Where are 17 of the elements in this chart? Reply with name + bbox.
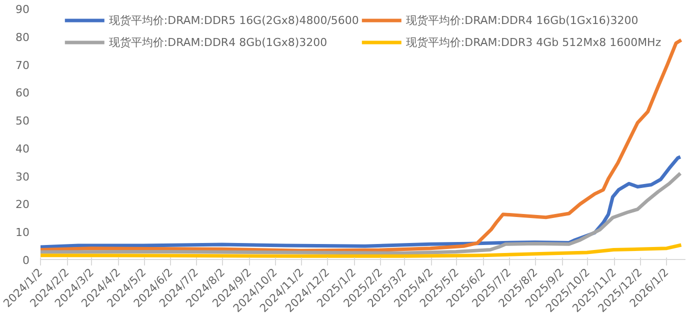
y-tick-label: 80 [16, 30, 30, 44]
legend-label: 现货平均价:DRAM:DDR4 16Gb(1Gx16)3200 [406, 12, 638, 28]
y-tick-label: 90 [16, 3, 30, 16]
y-tick-label: 30 [16, 170, 30, 184]
legend-label: 现货平均价:DRAM:DDR4 8Gb(1Gx8)3200 [108, 34, 328, 50]
y-tick-label: 20 [16, 198, 30, 212]
legend-label: 现货平均价:DRAM:DDR5 16G(2Gx8)4800/5600 [108, 12, 359, 28]
line-series [40, 38, 683, 252]
y-tick-label: 70 [16, 58, 30, 72]
y-tick-label: 50 [16, 114, 30, 128]
legend-label: 现货平均价:DRAM:DDR3 4Gb 512Mx8 1600MHz [406, 34, 662, 50]
y-tick-label: 10 [16, 226, 30, 240]
y-tick-label: 40 [16, 142, 30, 156]
y-tick-label: 0 [22, 254, 30, 267]
line-series [40, 172, 682, 255]
line-series [40, 243, 683, 258]
y-tick-label: 60 [16, 86, 30, 100]
